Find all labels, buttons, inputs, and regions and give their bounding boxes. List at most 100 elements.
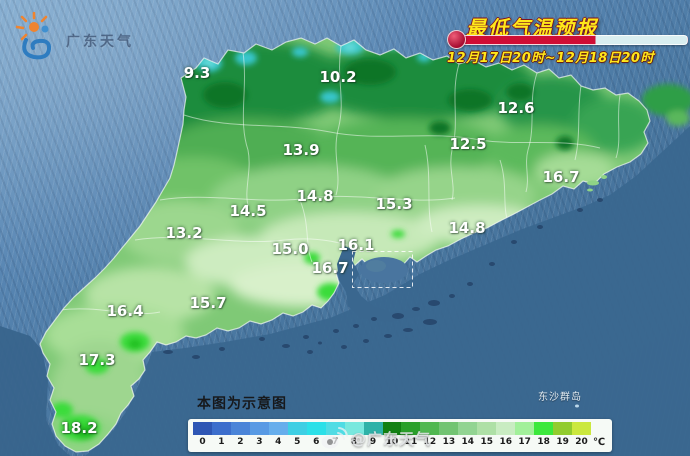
- legend-cell: 11: [401, 422, 421, 449]
- legend-cell: 20: [572, 422, 592, 449]
- legend-cell: 16: [496, 422, 516, 449]
- legend-tick-label: 5: [294, 437, 301, 447]
- legend-swatch: [420, 422, 440, 435]
- dongsha-islands-label: 东沙群岛: [538, 392, 582, 403]
- province-outline: [39, 37, 651, 453]
- legend-tick-label: 14: [461, 437, 475, 447]
- temp-label: 12.5: [449, 135, 487, 153]
- watermark-text: @广东天气: [351, 429, 432, 448]
- temp-label: 13.9: [282, 141, 320, 159]
- legend-swatch: [306, 422, 326, 435]
- legend-cell: 4: [268, 422, 288, 449]
- temp-label: 16.7: [542, 168, 580, 186]
- legend-tick-label: 3: [256, 437, 263, 447]
- temp-label: 16.1: [337, 236, 375, 254]
- legend-swatch: [211, 422, 231, 435]
- temp-label: 14.5: [229, 202, 267, 220]
- legend-cell: 17: [515, 422, 535, 449]
- legend-tick-label: 18: [537, 437, 550, 447]
- forecast-date-range: 12月17日20时~12月18日20时: [447, 51, 654, 66]
- thermometer-graphic: [452, 35, 688, 45]
- legend-swatch: [534, 422, 554, 435]
- legend-swatch: [363, 422, 383, 435]
- legend-cell: 15: [477, 422, 497, 449]
- temp-label: 15.7: [189, 294, 227, 312]
- legend-tick-label: 6: [313, 437, 320, 447]
- legend-tick-label: 15: [480, 437, 494, 447]
- temp-label: 15.3: [375, 195, 413, 213]
- temp-label: 9.3: [183, 64, 211, 82]
- legend-swatch: [572, 422, 592, 435]
- temp-label: 14.8: [448, 219, 486, 237]
- legend-tick-label: 9: [369, 437, 377, 447]
- sea: [0, 126, 690, 456]
- legend-cell: 2: [230, 422, 250, 449]
- prefecture-borders: [59, 45, 621, 315]
- legend-swatch: [230, 422, 250, 435]
- thermometer-bulb-icon: [447, 30, 466, 49]
- legend-cell: 9: [363, 422, 383, 449]
- legend-tick-label: 1: [218, 437, 225, 447]
- legend-cell: 6: [306, 422, 326, 449]
- pearl-river-estuary: [337, 246, 420, 322]
- legend-tick-label: 13: [442, 437, 456, 447]
- temp-label: 18.2: [60, 419, 98, 437]
- temp-label: 16.7: [311, 259, 349, 277]
- legend-unit: ℃: [592, 437, 606, 448]
- legend-swatch: [458, 422, 478, 435]
- legend-cell: 1: [211, 422, 231, 449]
- temp-label: 10.2: [319, 68, 357, 86]
- legend-swatch: [193, 422, 212, 435]
- dongsha-island-dot: [575, 404, 579, 408]
- schematic-note: 本图为示意图: [197, 396, 287, 412]
- legend-tick-label: 10: [385, 437, 399, 447]
- legend-swatch: [382, 422, 402, 435]
- legend-cell: 14: [458, 422, 478, 449]
- temp-label: 13.2: [165, 224, 203, 242]
- weibo-icon: [321, 427, 348, 449]
- temp-label: 17.3: [78, 351, 116, 369]
- legend-tick-label: 12: [423, 437, 437, 447]
- legend-tick-label: 2: [237, 437, 244, 447]
- legend-swatch: [496, 422, 516, 435]
- legend-tick-label: 4: [275, 437, 282, 447]
- legend-tick-label: 8: [350, 437, 358, 447]
- legend-swatch: [287, 422, 307, 435]
- legend-tick-label: 16: [499, 437, 512, 447]
- temp-label: 16.4: [106, 302, 144, 320]
- legend-swatches: 01234567891011121314151617181920: [193, 422, 592, 449]
- watermark: @广东天气: [320, 424, 431, 452]
- northeast-green-patch: [642, 84, 690, 126]
- legend-tick-label: 17: [518, 437, 531, 447]
- legend-tick-label: 20: [575, 437, 588, 447]
- temp-label: 12.6: [497, 99, 535, 117]
- legend-cell: 18: [534, 422, 554, 449]
- islands: [163, 175, 607, 408]
- logo-text: 广东天气: [66, 34, 134, 50]
- legend-cell: 12: [420, 422, 440, 449]
- temperature-legend: 01234567891011121314151617181920 ℃: [188, 419, 612, 452]
- legend-tick-label: 0: [199, 437, 206, 447]
- legend-swatch: [268, 422, 288, 435]
- legend-cell: 10: [382, 422, 402, 449]
- legend-cell: 19: [553, 422, 573, 449]
- legend-swatch: [325, 422, 345, 435]
- legend-cell: 13: [439, 422, 459, 449]
- legend-swatch: [515, 422, 535, 435]
- legend-swatch: [553, 422, 573, 435]
- temp-label: 15.0: [271, 240, 309, 258]
- legend-cell: 0: [193, 422, 212, 449]
- legend-tick-label: 19: [556, 437, 569, 447]
- legend-swatch: [477, 422, 497, 435]
- legend-swatch: [249, 422, 269, 435]
- legend-cell: 5: [287, 422, 307, 449]
- legend-swatch: [401, 422, 421, 435]
- weather-logo-icon: [15, 12, 52, 60]
- legend-swatch: [344, 422, 364, 435]
- legend-cell: 8: [344, 422, 364, 449]
- legend-cell: 3: [249, 422, 269, 449]
- delta-inset-box: [352, 251, 413, 288]
